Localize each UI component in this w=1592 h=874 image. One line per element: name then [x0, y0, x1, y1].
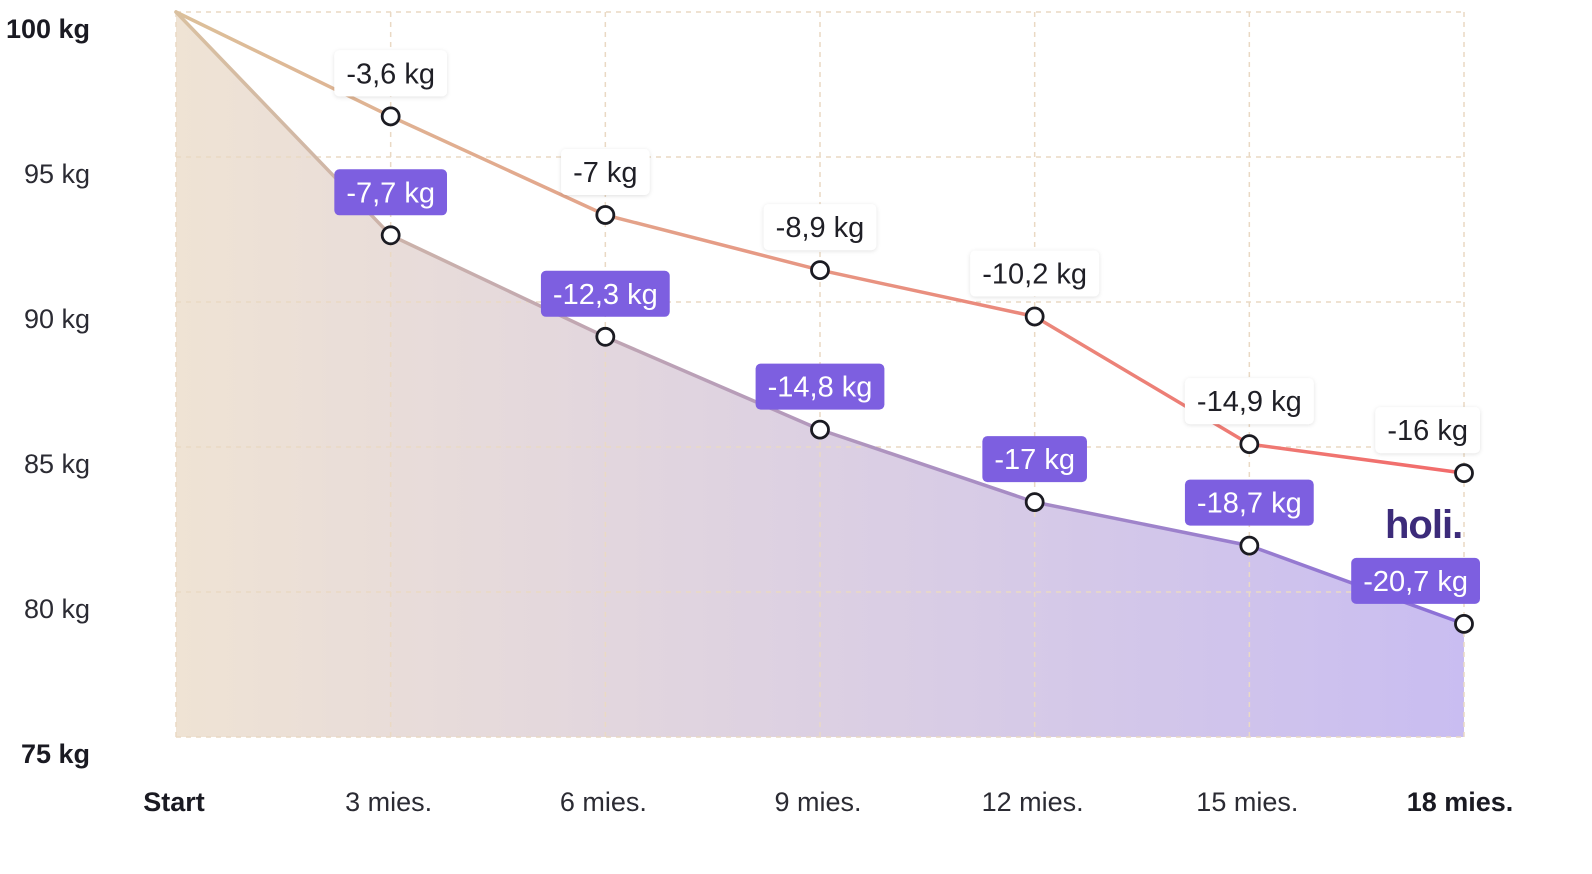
axis-layer: 100 kg 95 kg 90 kg 85 kg 80 kg 75 kg Start 3 mi…	[6, 14, 1513, 817]
data-point-s1-6	[1454, 614, 1474, 634]
data-label-box-s1-5	[1184, 479, 1314, 526]
data-point-s0-1	[380, 106, 401, 127]
data-label-s0-2: -7 kg	[573, 157, 637, 189]
data-label-s1-1: -7,7 kg	[346, 177, 435, 209]
label-layer: -3,6 kg -7 kg -8,9 kg -10,2 kg -14,9 kg -16 k…	[334, 50, 1480, 604]
data-label-box-s1-6	[1351, 557, 1480, 604]
data-point-s1-1	[380, 225, 401, 246]
x-tick-label-4: 12 mies.	[982, 787, 1084, 817]
y-tick-label-1: 95 kg	[24, 159, 90, 189]
data-point-s0-3	[810, 260, 830, 281]
data-label-s1-6: -20,7 kg	[1363, 566, 1468, 598]
y-tick-label-0: 100 kg	[6, 14, 90, 44]
data-point-s0-6	[1454, 463, 1474, 484]
data-label-s1-3: -14,8 kg	[768, 372, 873, 404]
data-label-box-s0-4	[970, 250, 1100, 297]
area-layer	[176, 12, 1464, 737]
data-point-s0-5	[1239, 434, 1260, 455]
data-point-s1-4	[1024, 492, 1045, 513]
data-point-s1-3	[810, 419, 830, 440]
data-label-s0-3: -8,9 kg	[776, 212, 865, 244]
point-layer	[380, 106, 1474, 634]
series-area-1	[176, 12, 1464, 737]
data-label-box-s0-6	[1375, 407, 1480, 454]
y-tick-label-2: 90 kg	[24, 304, 90, 334]
data-label-s1-5: -18,7 kg	[1197, 488, 1302, 520]
data-label-s1-4: -17 kg	[994, 444, 1075, 476]
data-label-s0-4: -10,2 kg	[982, 259, 1087, 291]
data-point-s0-2	[595, 205, 616, 225]
data-point-s0-4	[1024, 306, 1045, 327]
data-label-box-s1-2	[540, 270, 670, 317]
data-label-s0-1: -3,6 kg	[346, 58, 435, 90]
data-point-s1-2	[595, 326, 616, 347]
data-point-s1-5	[1239, 535, 1260, 556]
x-tick-label-0: Start	[143, 787, 205, 817]
x-tick-label-3: 9 mies.	[774, 787, 861, 817]
holi-logo: holi.	[1385, 503, 1462, 547]
data-label-s0-6: -16 kg	[1387, 415, 1468, 447]
data-label-s0-5: -14,9 kg	[1197, 386, 1302, 418]
y-tick-label-4: 80 kg	[24, 594, 90, 624]
x-tick-label-1: 3 mies.	[345, 787, 432, 817]
data-label-box-s1-4	[982, 436, 1087, 483]
x-tick-label-2: 6 mies.	[560, 787, 647, 817]
data-label-s1-2: -12,3 kg	[553, 279, 658, 311]
data-label-box-s0-1	[334, 50, 448, 97]
data-label-box-s1-3	[755, 363, 885, 410]
y-tick-label-5: 75 kg	[21, 739, 90, 769]
x-tick-label-5: 15 mies.	[1196, 787, 1298, 817]
y-tick-label-3: 85 kg	[24, 449, 90, 479]
data-label-box-s0-3	[763, 204, 877, 251]
data-label-box-s0-2	[561, 149, 650, 195]
data-label-box-s1-1	[334, 169, 448, 216]
data-label-box-s0-5	[1184, 378, 1314, 425]
x-tick-label-6: 18 mies.	[1407, 787, 1514, 817]
